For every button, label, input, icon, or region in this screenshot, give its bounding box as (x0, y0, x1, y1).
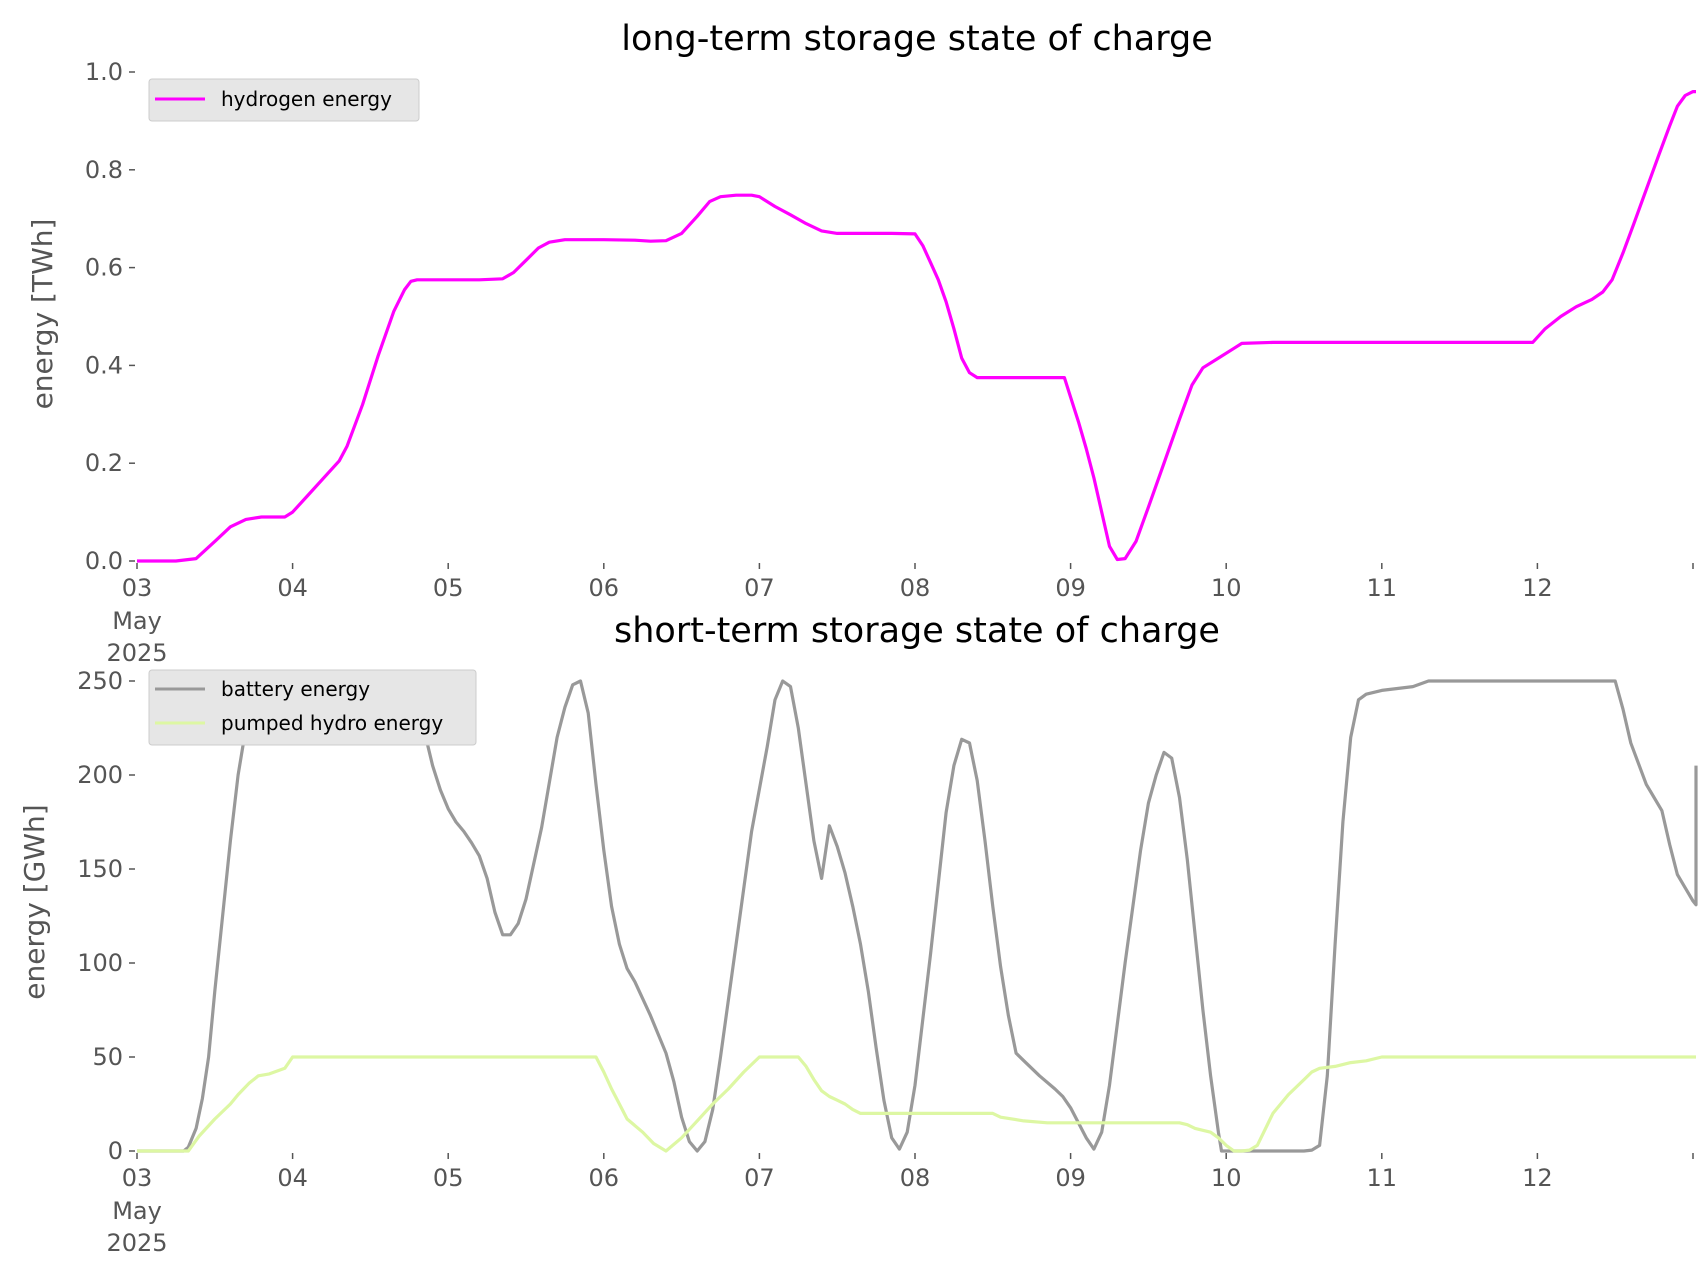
short-term-y-ticks: 0 50 100 150 200 250 (77, 667, 135, 1165)
legend-box (148, 78, 420, 122)
short-term-y-axis-label: energy [GWh] (18, 804, 51, 999)
long-term-chart-title: long-term storage state of charge (621, 19, 1213, 59)
short-term-legend: battery energy pumped hydro energy (148, 669, 477, 746)
y-tick-label: 1.0 (85, 58, 123, 86)
series-line-pumped-hydro-energy (137, 1055, 1696, 1153)
x-tick-label: 04 (277, 574, 308, 602)
y-tick-label: 100 (77, 949, 123, 977)
x-tick-label: 06 (589, 574, 620, 602)
x-tick-label: 11 (1367, 574, 1398, 602)
y-tick-label: 0.0 (85, 547, 123, 575)
x-tick-label: 12 (1522, 574, 1553, 602)
x-tick-label: 07 (744, 1164, 775, 1192)
y-tick-label: 0.4 (85, 351, 123, 379)
short-term-chart-title: short-term storage state of charge (614, 611, 1220, 651)
x-tick-label: 11 (1367, 1164, 1398, 1192)
legend-box (148, 669, 477, 746)
long-term-y-ticks: 0.0 0.2 0.4 0.6 0.8 1.0 (85, 58, 135, 575)
y-tick-label: 0.2 (85, 449, 123, 477)
x-tick-label: 12 (1522, 1164, 1553, 1192)
x-tick-label: 10 (1211, 1164, 1242, 1192)
long-term-x-ticks: 03 May 2025 04 05 06 07 08 09 10 11 12 (106, 563, 1694, 667)
y-tick-label: 250 (77, 667, 123, 695)
long-term-y-axis-label: energy [TWh] (26, 219, 59, 410)
series-line-hydrogen-energy (137, 90, 1696, 563)
y-tick-label: 150 (77, 855, 123, 883)
legend-label-pumped-hydro: pumped hydro energy (221, 711, 443, 735)
x-tick-label: 08 (900, 1164, 931, 1192)
x-tick-label: 07 (744, 574, 775, 602)
y-tick-label: 50 (92, 1043, 123, 1071)
y-tick-label: 0.6 (85, 254, 123, 282)
x-tick-label: 10 (1211, 574, 1242, 602)
x-tick-label: 08 (900, 574, 931, 602)
legend-label-battery: battery energy (221, 677, 370, 701)
x-tick-label: 04 (277, 1164, 308, 1192)
x-tick-sublabel: May (112, 607, 162, 635)
long-term-series-lines (137, 90, 1696, 563)
short-term-x-ticks: 03 May 2025 04 05 06 07 08 09 10 11 12 (106, 1153, 1694, 1257)
x-tick-label: 09 (1055, 1164, 1086, 1192)
x-tick-label: 09 (1055, 574, 1086, 602)
short-term-panel: short-term storage state of charge energ… (18, 611, 1698, 1257)
x-tick-label: 05 (433, 1164, 464, 1192)
x-tick-sublabel: 2025 (106, 1229, 167, 1257)
x-tick-label: 03 (122, 574, 153, 602)
x-tick-label: 03 (122, 1164, 153, 1192)
y-tick-label: 0 (108, 1137, 123, 1165)
x-tick-label: 06 (589, 1164, 620, 1192)
x-tick-sublabel: 2025 (106, 639, 167, 667)
long-term-legend: hydrogen energy (148, 78, 420, 122)
x-tick-sublabel: May (112, 1197, 162, 1225)
short-term-series-lines (137, 679, 1698, 1153)
long-term-panel: long-term storage state of charge energy… (26, 19, 1696, 667)
x-tick-label: 05 (433, 574, 464, 602)
y-tick-label: 0.8 (85, 156, 123, 184)
legend-label-hydrogen: hydrogen energy (221, 87, 392, 111)
y-tick-label: 200 (77, 761, 123, 789)
series-line-battery-energy (137, 679, 1698, 1153)
